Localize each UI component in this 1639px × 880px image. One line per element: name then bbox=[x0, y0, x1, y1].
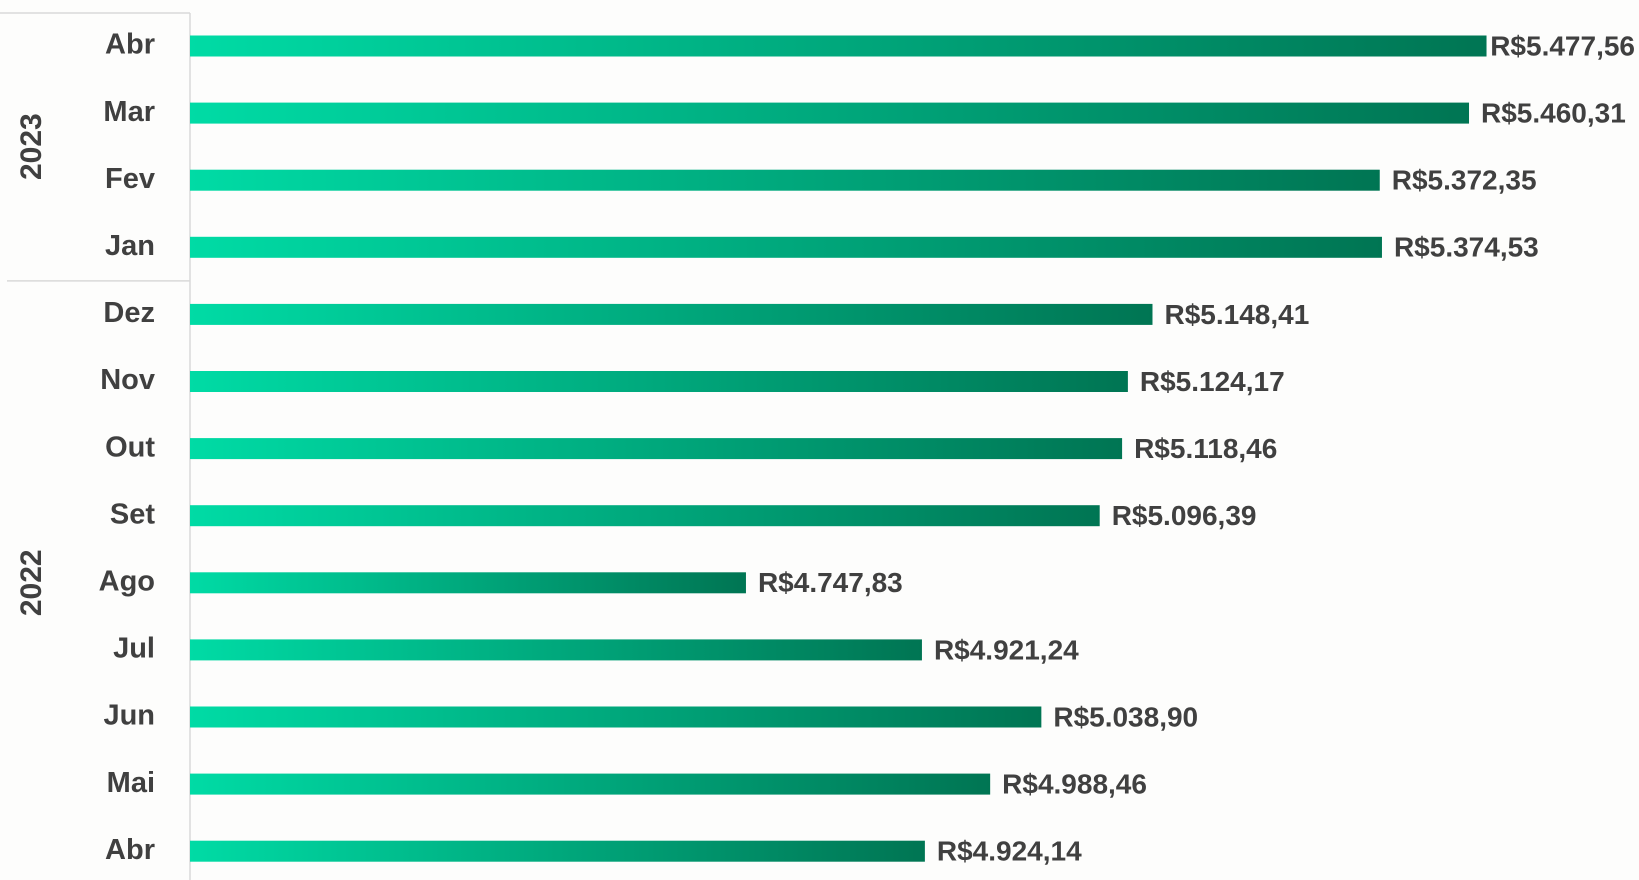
category-label: Dez bbox=[103, 297, 155, 329]
value-label: R$5.374,53 bbox=[1394, 232, 1539, 263]
category-label: Mai bbox=[107, 767, 155, 799]
category-label: Nov bbox=[100, 364, 155, 396]
value-label: R$5.038,90 bbox=[1053, 701, 1198, 732]
category-label: Abr bbox=[105, 29, 155, 61]
value-label: R$4.747,83 bbox=[758, 567, 903, 598]
bar bbox=[190, 639, 922, 661]
category-label: Ago bbox=[99, 565, 155, 597]
bar bbox=[190, 840, 925, 862]
group-label: 2022 bbox=[15, 549, 48, 616]
bar bbox=[190, 706, 1042, 728]
bar bbox=[190, 572, 746, 594]
bar bbox=[190, 773, 991, 795]
value-label: R$5.148,41 bbox=[1164, 299, 1309, 330]
value-label: R$5.372,35 bbox=[1392, 165, 1537, 196]
value-label: R$4.921,24 bbox=[934, 634, 1079, 665]
bar bbox=[190, 35, 1487, 57]
value-label: R$5.477,56 bbox=[1490, 30, 1635, 61]
group-label: 2023 bbox=[15, 113, 48, 180]
category-label: Fev bbox=[105, 163, 155, 195]
value-label: R$5.460,31 bbox=[1481, 97, 1626, 128]
bar bbox=[190, 236, 1382, 258]
category-label: Out bbox=[105, 431, 155, 463]
bar bbox=[190, 102, 1470, 124]
bar bbox=[190, 371, 1128, 392]
value-label: R$5.118,46 bbox=[1134, 433, 1277, 464]
bar bbox=[190, 438, 1123, 460]
bar bbox=[190, 169, 1380, 191]
category-label: Set bbox=[110, 498, 155, 530]
category-label: Mar bbox=[103, 96, 155, 128]
category-label: Abr bbox=[105, 834, 155, 866]
value-label: R$5.096,39 bbox=[1112, 500, 1257, 531]
value-label: R$4.988,46 bbox=[1002, 768, 1147, 799]
bar bbox=[190, 505, 1100, 527]
category-label: Jul bbox=[113, 633, 155, 665]
value-label: R$4.924,14 bbox=[937, 836, 1082, 867]
category-label: Jun bbox=[103, 700, 155, 732]
bar bbox=[190, 303, 1153, 325]
category-label: Jan bbox=[105, 230, 155, 262]
value-label: R$5.124,17 bbox=[1140, 366, 1285, 397]
